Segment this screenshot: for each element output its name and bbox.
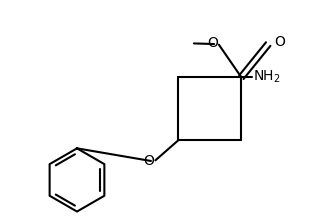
- Text: O: O: [207, 37, 218, 50]
- Text: O: O: [144, 154, 154, 168]
- Text: O: O: [274, 35, 285, 50]
- Text: NH$_2$: NH$_2$: [253, 68, 280, 85]
